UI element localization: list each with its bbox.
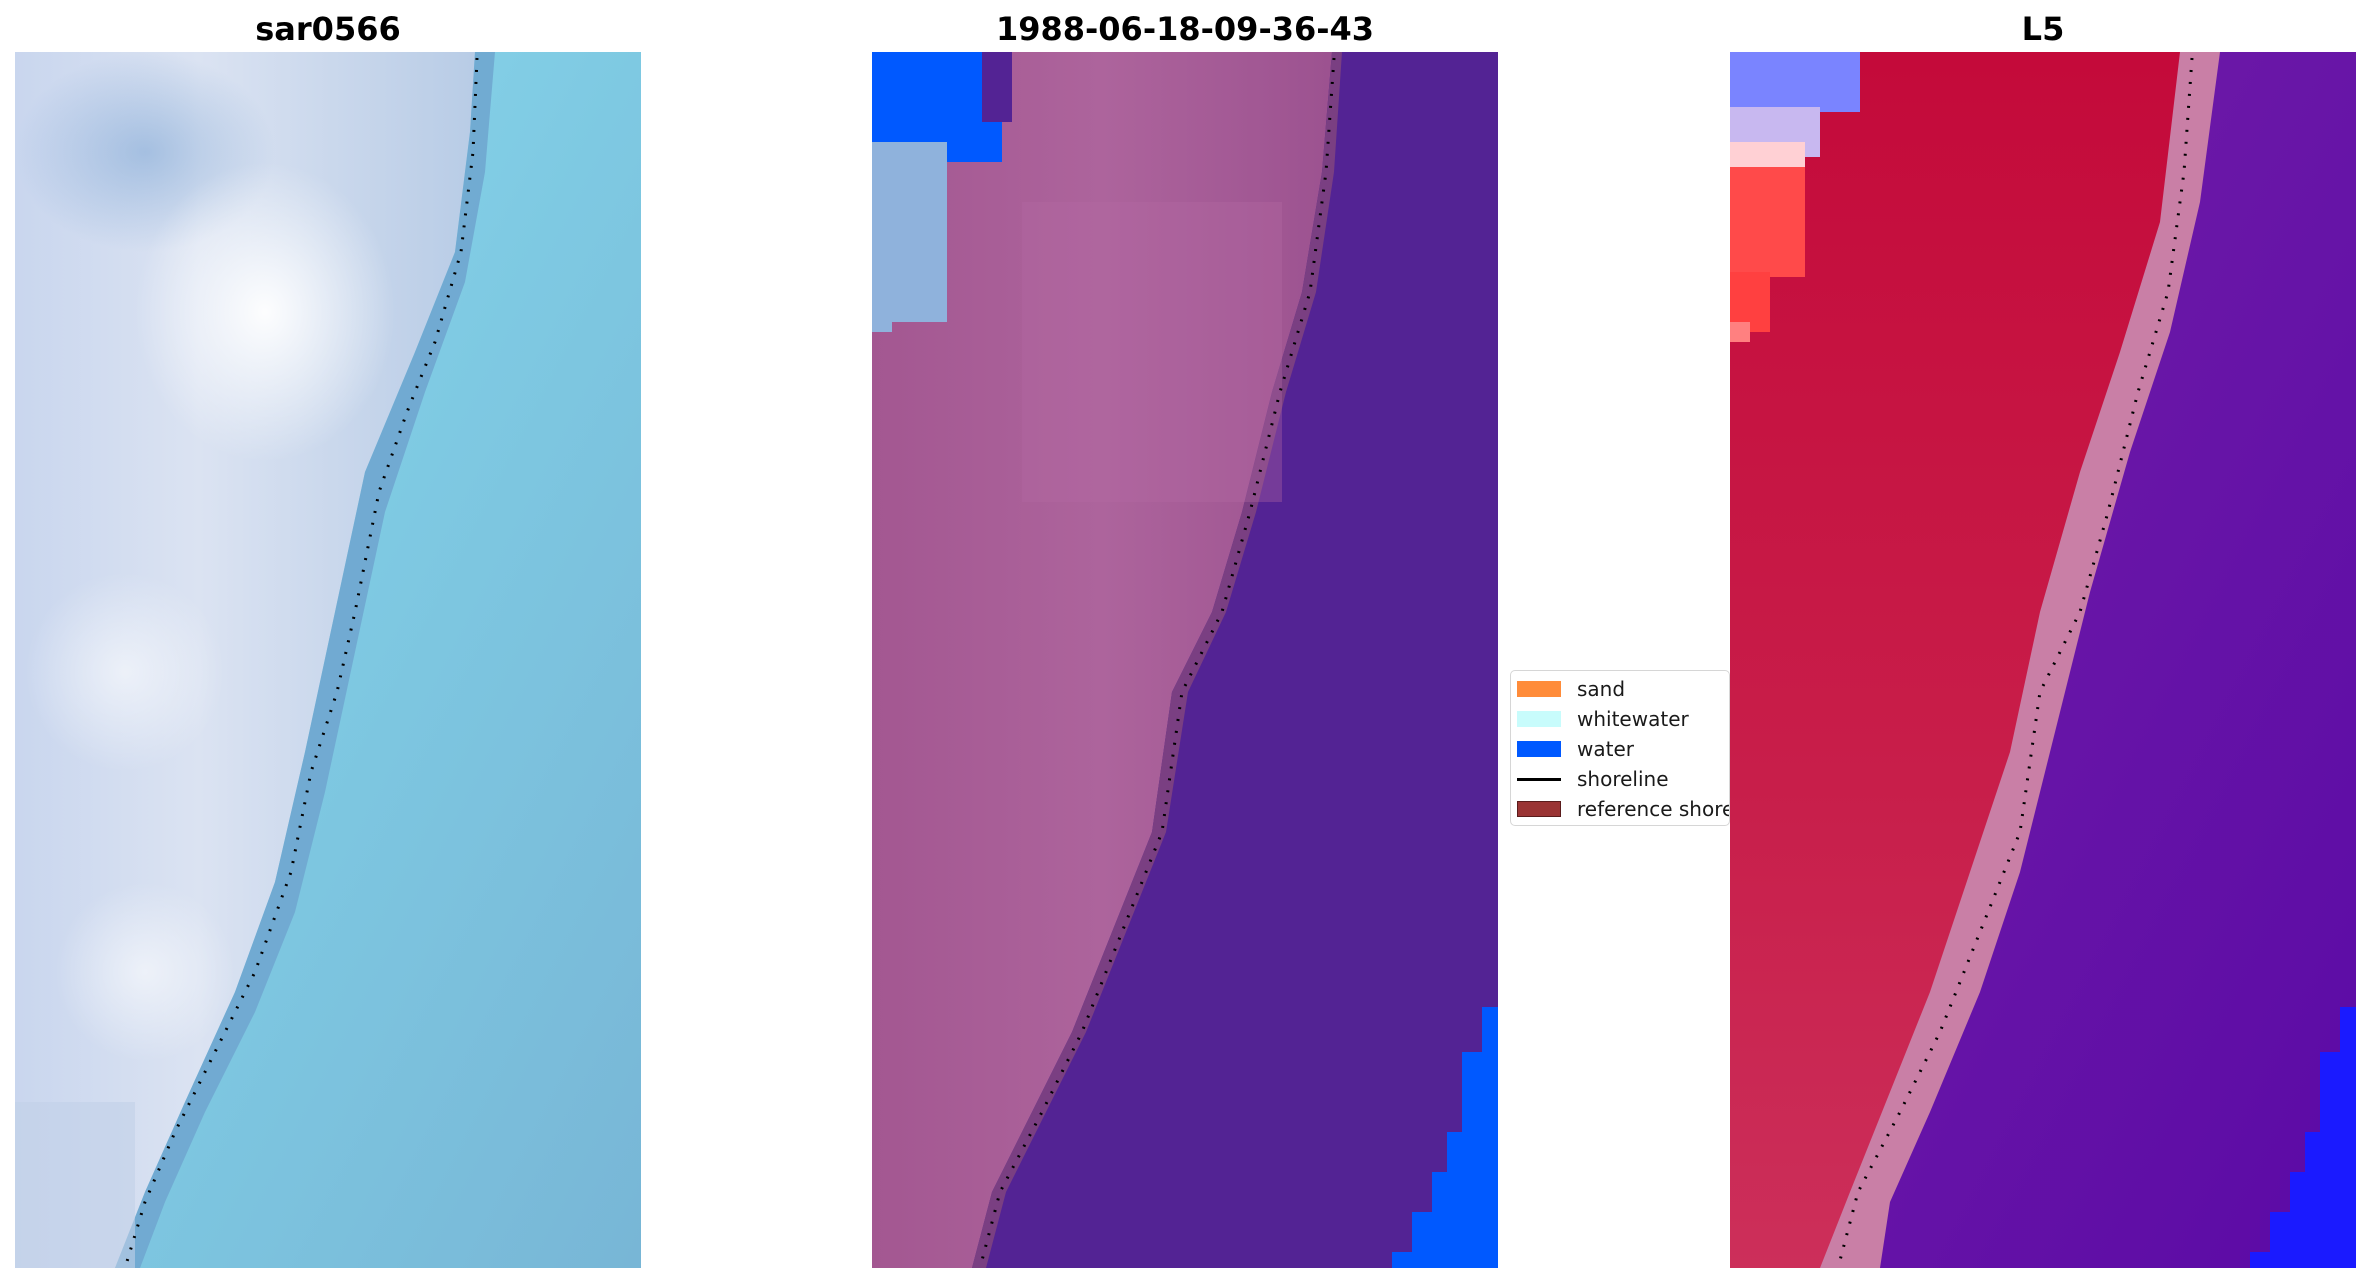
water-class-bottomright bbox=[1392, 1007, 1498, 1268]
corner-blue-patch bbox=[1730, 52, 1860, 112]
legend: sand whitewater water shoreline referenc… bbox=[1510, 670, 1730, 826]
panel-title-sar0566: sar0566 bbox=[255, 10, 401, 48]
legend-label: reference shoreline bbox=[1577, 797, 1729, 821]
image-panel-sar0566 bbox=[15, 52, 641, 1268]
image-panel-classified bbox=[872, 52, 1498, 1268]
corner-red-patch bbox=[1730, 167, 1805, 277]
panel-title-l5: L5 bbox=[2021, 10, 2065, 48]
legend-label: water bbox=[1577, 737, 1634, 761]
sand-swatch bbox=[1517, 681, 1561, 697]
image-panel-l5 bbox=[1730, 52, 2356, 1268]
sand-overlay-area bbox=[872, 52, 1332, 1268]
water-blue-corner bbox=[2250, 1007, 2356, 1268]
legend-item-sand: sand bbox=[1517, 674, 1625, 704]
panel-title-date: 1988-06-18-09-36-43 bbox=[995, 10, 1375, 48]
legend-item-reference-shoreline: reference shoreline bbox=[1517, 794, 1729, 824]
water-swatch bbox=[1517, 741, 1561, 757]
legend-label: shoreline bbox=[1577, 767, 1669, 791]
bright-sand-patch bbox=[135, 162, 395, 462]
legend-item-water: water bbox=[1517, 734, 1634, 764]
legend-item-whitewater: whitewater bbox=[1517, 704, 1689, 734]
shoreline-line-icon bbox=[1517, 771, 1561, 787]
land-index-area bbox=[1730, 52, 2180, 1268]
index-image bbox=[1730, 52, 2356, 1268]
whitewater-swatch bbox=[1517, 711, 1561, 727]
rgb-satellite-image bbox=[15, 52, 641, 1268]
legend-item-shoreline: shoreline bbox=[1517, 764, 1669, 794]
legend-label: sand bbox=[1577, 677, 1626, 701]
legend-label: whitewater bbox=[1577, 707, 1689, 731]
whitewater-tint bbox=[872, 142, 947, 322]
reference-shoreline-swatch bbox=[1517, 801, 1561, 817]
classified-image bbox=[872, 52, 1498, 1268]
